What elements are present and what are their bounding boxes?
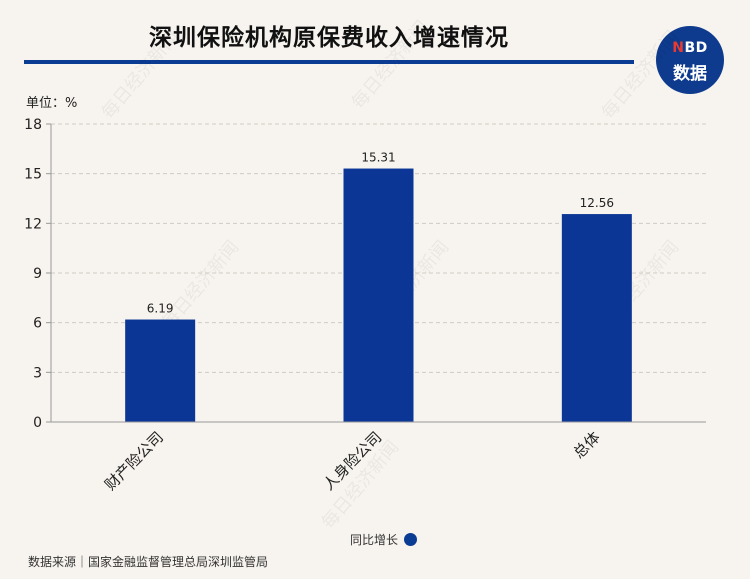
legend-label: 同比增长 xyxy=(350,533,399,547)
x-tick-label: 财产险公司 xyxy=(101,428,167,494)
y-tick-label: 0 xyxy=(33,415,42,431)
data-label: 12.56 xyxy=(580,196,614,210)
y-tick-label: 3 xyxy=(33,365,42,381)
y-tick-label: 9 xyxy=(33,266,42,282)
watermark-text: 每日经济新闻 xyxy=(158,237,244,333)
title-rule xyxy=(24,60,634,64)
source-note: 数据来源｜国家金融监督管理总局深圳监管局 xyxy=(28,555,269,569)
x-tick-label: 总体 xyxy=(570,428,604,462)
data-label: 6.19 xyxy=(147,302,174,316)
data-label: 15.31 xyxy=(361,151,395,165)
legend: 同比增长 xyxy=(350,531,418,548)
legend-dot xyxy=(404,533,418,546)
watermark-text: 每日经济新闻 xyxy=(98,27,184,123)
y-tick-labels: 0 3 6 9 12 15 18 xyxy=(24,117,42,431)
chart-title: 深圳保险机构原保费收入增速情况 xyxy=(149,25,509,51)
bar xyxy=(343,168,414,422)
logo-text-top: NBD xyxy=(672,40,708,56)
y-tick-label: 6 xyxy=(33,316,42,332)
logo-text-bottom: 数据 xyxy=(673,64,707,84)
watermark-text: 每日经济新闻 xyxy=(598,27,684,123)
data-labels: 6.19 15.31 12.56 xyxy=(147,151,614,316)
grid-lines xyxy=(46,123,706,423)
bar xyxy=(125,319,196,422)
unit-label: 单位：% xyxy=(26,96,78,111)
bars xyxy=(125,168,632,422)
y-tick-label: 18 xyxy=(24,117,42,133)
y-tick-label: 15 xyxy=(24,167,42,183)
watermark-text: 每日经济新闻 xyxy=(348,17,434,113)
nbd-logo: NBD 数据 xyxy=(656,26,724,94)
bar xyxy=(561,214,632,422)
y-tick-label: 12 xyxy=(24,216,42,232)
